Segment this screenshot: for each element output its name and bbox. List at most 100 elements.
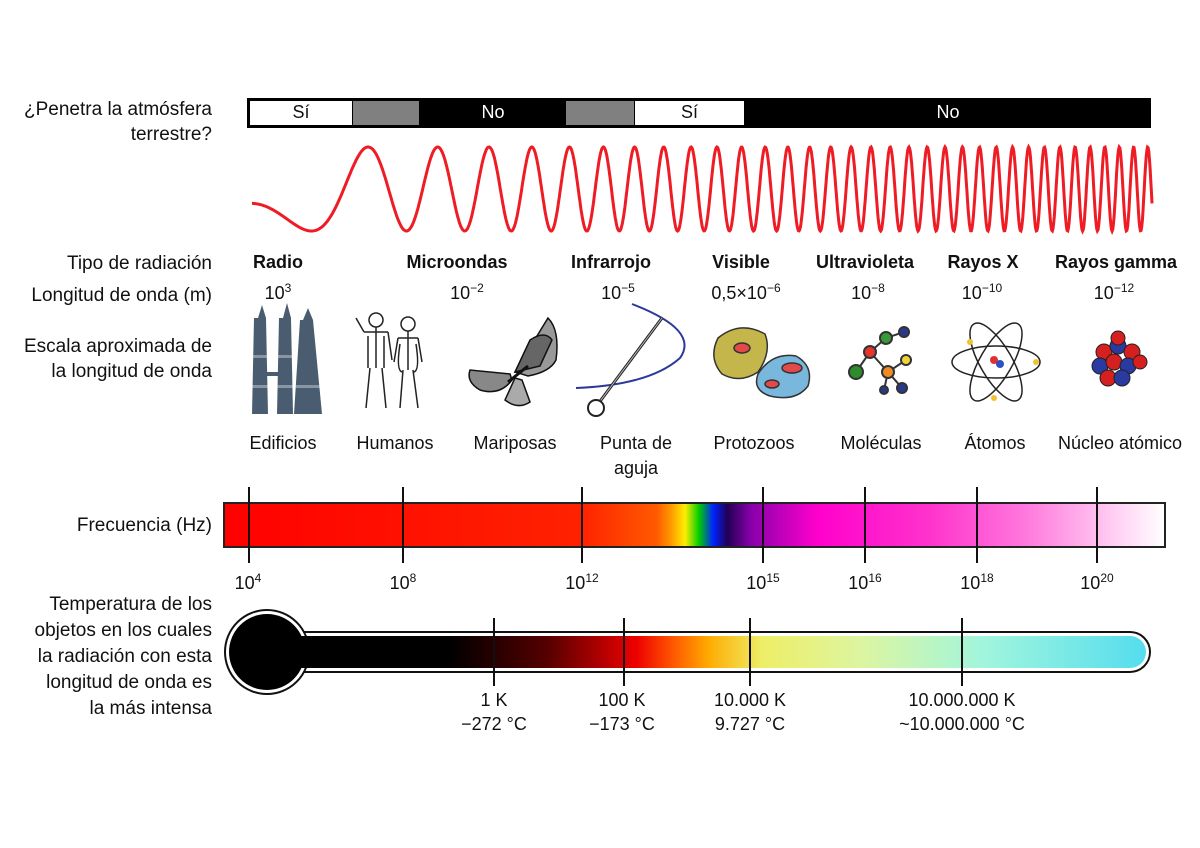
wavelength-label: Longitud de onda (m) bbox=[31, 285, 212, 306]
radiation-name-xray: Rayos X bbox=[947, 252, 1019, 272]
frequency-bar bbox=[223, 487, 1166, 563]
temp-label-1k: 1 K −272 °C bbox=[434, 688, 554, 736]
atmosphere-no-label-1: No bbox=[481, 102, 505, 122]
wavelength-base: 10 bbox=[851, 283, 872, 303]
temp-celsius: −173 °C bbox=[589, 714, 655, 734]
radiation-name-infrared: Infrarrojo bbox=[570, 252, 651, 272]
needle-icon bbox=[575, 303, 686, 417]
wavelength-base: 10 bbox=[1093, 283, 1114, 303]
wavelength-base: 10 bbox=[601, 283, 622, 303]
wavelength-exp: −8 bbox=[871, 281, 885, 295]
wavelength-radio: 103 bbox=[238, 281, 318, 304]
freq-exp: 12 bbox=[585, 571, 599, 585]
freq-base: 10 bbox=[389, 573, 410, 593]
wavelength-exp: −5 bbox=[621, 281, 635, 295]
protozoa-icon bbox=[713, 327, 811, 399]
atmosphere-label: ¿Penetra la atmósfera terrestre? bbox=[0, 97, 212, 147]
scale-needle-line1: Punta de bbox=[599, 433, 673, 453]
wavelength-exp: −12 bbox=[1113, 281, 1135, 295]
temperature-label-line1: Temperatura de los bbox=[49, 594, 212, 615]
freq-exp: 18 bbox=[980, 571, 994, 585]
wavelength-exp: −6 bbox=[766, 281, 781, 295]
atmosphere-yes-label-1: Sí bbox=[292, 102, 310, 122]
freq-exp: 15 bbox=[766, 571, 780, 585]
scale-molecules: Moléculas bbox=[840, 433, 922, 453]
temp-kelvin: 10.000.000 K bbox=[908, 690, 1016, 710]
atom-icon bbox=[951, 322, 1041, 402]
temperature-label-line3: la radiación con esta bbox=[37, 646, 212, 667]
wavelength-base: 0,5×10 bbox=[711, 283, 767, 303]
humans-icon bbox=[355, 312, 423, 409]
scale-nucleus: Núcleo atómico bbox=[1057, 433, 1183, 453]
freq-label-1e4: 104 bbox=[218, 571, 278, 594]
scale-label-line1: Escala aproximada de bbox=[24, 336, 212, 357]
freq-label-1e16: 1016 bbox=[835, 571, 895, 594]
freq-base: 10 bbox=[746, 573, 767, 593]
radiation-name-radio: Radio bbox=[252, 252, 303, 272]
freq-label-1e20: 1020 bbox=[1067, 571, 1127, 594]
temp-label-100k: 100 K −173 °C bbox=[562, 688, 682, 736]
temperature-label-line4: longitud de onda es bbox=[46, 672, 212, 693]
thermometer bbox=[224, 609, 1151, 695]
scale-humans: Humanos bbox=[356, 433, 434, 453]
temp-kelvin: 1 K bbox=[480, 690, 508, 710]
freq-base: 10 bbox=[565, 573, 586, 593]
wavelength-base: 10 bbox=[264, 283, 285, 303]
scale-protozoa: Protozoos bbox=[713, 433, 795, 453]
radiation-name-microwave: Microondas bbox=[406, 252, 508, 272]
wavelength-microwave: 10−2 bbox=[427, 282, 507, 304]
wavelength-visible: 0,5×10−6 bbox=[690, 281, 802, 304]
atmosphere-yes-segment-2 bbox=[635, 101, 744, 125]
freq-label-1e18: 1018 bbox=[947, 571, 1007, 594]
freq-exp: 16 bbox=[868, 571, 882, 585]
wavelength-exp: −10 bbox=[981, 281, 1003, 295]
freq-label-1e8: 108 bbox=[373, 571, 433, 594]
temp-label-10000k: 10.000 K 9.727 °C bbox=[690, 688, 810, 736]
temp-kelvin: 10.000 K bbox=[713, 690, 787, 710]
freq-base: 10 bbox=[848, 573, 869, 593]
freq-base: 10 bbox=[1080, 573, 1101, 593]
buildings-icon bbox=[252, 303, 322, 414]
scale-butterflies: Mariposas bbox=[473, 433, 557, 453]
scale-atoms: Átomos bbox=[964, 433, 1026, 453]
freq-label-1e12: 1012 bbox=[552, 571, 612, 594]
wavelength-base: 10 bbox=[450, 283, 471, 303]
radiation-type-label: Tipo de radiación bbox=[66, 253, 212, 274]
atmosphere-label-line1: ¿Penetra la atmósfera bbox=[24, 99, 212, 120]
wavelength-ultraviolet: 10−8 bbox=[828, 281, 908, 304]
wavelength-xray: 10−10 bbox=[942, 281, 1022, 304]
wavelength-gamma: 10−12 bbox=[1074, 281, 1154, 304]
radiation-name-gamma: Rayos gamma bbox=[1054, 252, 1178, 272]
atmosphere-bar bbox=[247, 98, 1151, 128]
temp-label-10000000k: 10.000.000 K ~10.000.000 °C bbox=[872, 688, 1052, 736]
frequency-label: Frecuencia (Hz) bbox=[76, 515, 212, 536]
scale-label-line2: la longitud de onda bbox=[51, 361, 212, 382]
radiation-name-ultraviolet: Ultravioleta bbox=[815, 252, 915, 272]
butterfly-icon bbox=[468, 316, 558, 407]
wavelength-base: 10 bbox=[961, 283, 982, 303]
freq-label-1e15: 1015 bbox=[733, 571, 793, 594]
freq-exp: 4 bbox=[254, 571, 262, 585]
atmosphere-yes-label-2: Sí bbox=[680, 102, 698, 122]
temp-celsius: ~10.000.000 °C bbox=[899, 714, 1025, 734]
temperature-label-line5: la más intensa bbox=[89, 698, 212, 719]
molecule-icon bbox=[848, 326, 912, 395]
radiation-name-visible: Visible bbox=[712, 252, 770, 272]
wavelength-infrared: 10−5 bbox=[578, 281, 658, 304]
freq-exp: 8 bbox=[409, 571, 417, 585]
scale-label: Escala aproximada de la longitud de onda bbox=[0, 334, 212, 384]
atmosphere-partial-segment-2 bbox=[566, 101, 634, 125]
temp-celsius: −272 °C bbox=[461, 714, 527, 734]
atmosphere-yes-segment-1 bbox=[250, 101, 352, 125]
wave-line bbox=[252, 143, 1154, 236]
nucleus-icon bbox=[1091, 330, 1148, 387]
temperature-label: Temperatura de los objetos en los cuales… bbox=[0, 592, 212, 722]
frequency-ticks bbox=[248, 487, 1098, 563]
temperature-label-line2: objetos en los cuales bbox=[34, 620, 212, 641]
atmosphere-no-label-2: No bbox=[936, 102, 960, 122]
temperature-ticks bbox=[493, 618, 963, 686]
atmosphere-label-line2: terrestre? bbox=[130, 124, 212, 145]
wavelength-exp: 3 bbox=[284, 281, 292, 295]
freq-exp: 20 bbox=[1100, 571, 1114, 585]
